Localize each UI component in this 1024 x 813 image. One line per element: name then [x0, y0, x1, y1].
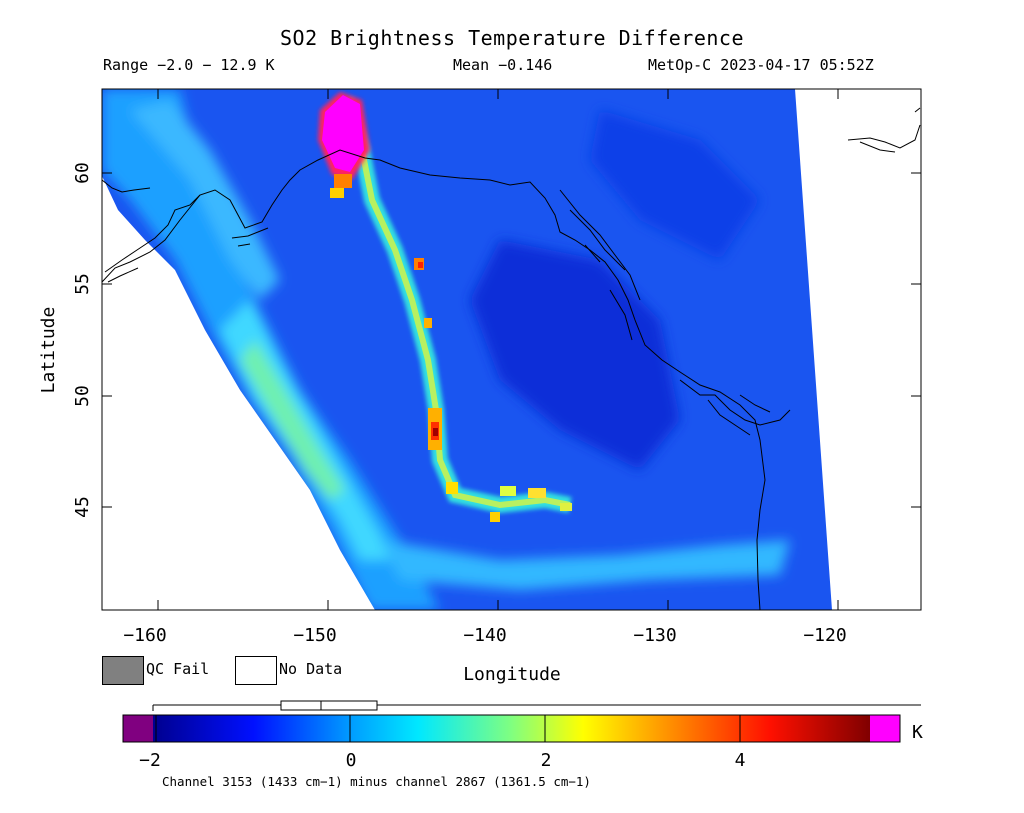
- so2-plume: [318, 92, 572, 522]
- axis-ticks: [102, 89, 921, 610]
- no-data-label: No Data: [279, 660, 343, 678]
- colorbar: −2 0 2 4 K: [122, 714, 923, 771]
- y-tick-label: 60: [72, 162, 93, 184]
- x-tick-label: −120: [803, 625, 846, 646]
- plot-border: [101, 88, 922, 611]
- x-tick-label: −130: [633, 625, 676, 646]
- x-axis-label: Longitude: [463, 664, 561, 685]
- colorbar-unit: K: [912, 722, 923, 743]
- colorbar-tick-label: 4: [735, 750, 746, 771]
- x-tick-label: −140: [463, 625, 506, 646]
- colorbar-overflow: [870, 715, 900, 742]
- colorbar-gradient: [153, 715, 870, 742]
- colorbar-underflow: [123, 715, 153, 742]
- colorbar-tick-label: 2: [541, 750, 552, 771]
- satellite-timestamp: MetOp-C 2023-04-17 05:52Z: [648, 56, 874, 74]
- qc-fail-label: QC Fail: [146, 660, 210, 678]
- colorbar-tick-label: −2: [139, 750, 161, 771]
- x-tick-label: −150: [293, 625, 336, 646]
- channel-caption: Channel 3153 (1433 cm−1) minus channel 2…: [162, 774, 591, 789]
- colorbar-range-indicator: [152, 700, 921, 711]
- swath-field: [102, 89, 832, 610]
- mean-text: Mean −0.146: [453, 56, 553, 74]
- x-tick-label: −160: [123, 625, 166, 646]
- y-axis-label: Latitude: [38, 307, 59, 394]
- qc-fail-swatch: [102, 656, 144, 685]
- y-tick-label: 50: [72, 385, 93, 407]
- chart-title: SO2 Brightness Temperature Difference: [279, 26, 745, 50]
- no-data-swatch: [235, 656, 277, 685]
- y-tick-label: 55: [72, 273, 93, 295]
- colorbar-tick-label: 0: [346, 750, 357, 771]
- coastline: [102, 107, 921, 610]
- y-tick-label: 45: [72, 496, 93, 518]
- range-text: Range −2.0 − 12.9 K: [103, 56, 275, 74]
